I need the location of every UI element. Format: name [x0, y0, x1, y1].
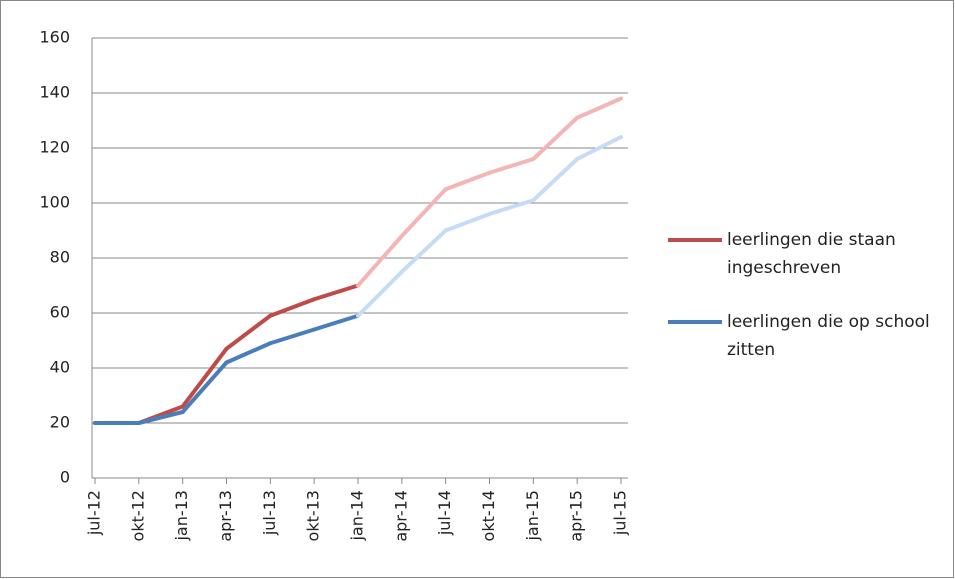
series-line-segment: [136, 410, 185, 425]
x-tick-label: okt-12: [128, 490, 147, 541]
series-line-segment: [356, 269, 404, 318]
x-tick-label: okt-14: [479, 490, 498, 541]
x-tick-label: apr-14: [391, 490, 410, 542]
series-line-segment: [180, 360, 229, 414]
series-line-segment: [224, 313, 273, 351]
series-line-segment: [531, 115, 580, 161]
y-tick-label: 60: [50, 303, 70, 322]
series-line-segment: [224, 341, 273, 365]
x-tick-label: jul-14: [435, 490, 454, 536]
series-line-segment: [575, 135, 623, 161]
x-tick-label: apr-15: [567, 490, 586, 542]
series-line-segment: [268, 297, 317, 318]
series-line-segment: [487, 157, 536, 175]
series-line-segment: [180, 346, 229, 409]
x-tick-label: jan-13: [172, 490, 191, 542]
series-line-segment: [443, 170, 492, 192]
series-line-segment: [312, 283, 360, 302]
x-tick-label: jul-12: [85, 490, 104, 536]
x-tick-label: jul-15: [611, 490, 630, 536]
series-line-segment: [312, 313, 360, 332]
x-tick-label: jan-15: [523, 490, 542, 542]
series-line-segment: [575, 96, 623, 120]
series-line-segment: [531, 157, 580, 203]
series-line-segment: [356, 234, 404, 288]
y-tick-label: 160: [39, 28, 70, 47]
series-line-segment: [268, 327, 317, 346]
x-tick-label: jul-13: [260, 490, 279, 536]
series-line-segment: [399, 187, 448, 238]
series-line-segment: [399, 228, 448, 274]
y-tick-label: 140: [39, 83, 70, 102]
x-tick-label: jan-14: [348, 490, 367, 542]
y-tick-label: 20: [50, 413, 70, 432]
y-tick-label: 120: [39, 138, 70, 157]
y-tick-label: 40: [50, 358, 70, 377]
legend-label: leerlingen die staan ingeschreven: [727, 230, 896, 278]
y-tick-label: 0: [60, 468, 70, 487]
legend-label: leerlingen die op school zitten: [727, 312, 930, 360]
series-line-segment: [443, 212, 492, 233]
y-tick-label: 80: [50, 248, 70, 267]
x-tick-label: apr-13: [216, 490, 235, 542]
series-line-segment: [487, 198, 536, 216]
x-tick-label: okt-13: [304, 490, 323, 541]
y-tick-label: 100: [39, 193, 70, 212]
